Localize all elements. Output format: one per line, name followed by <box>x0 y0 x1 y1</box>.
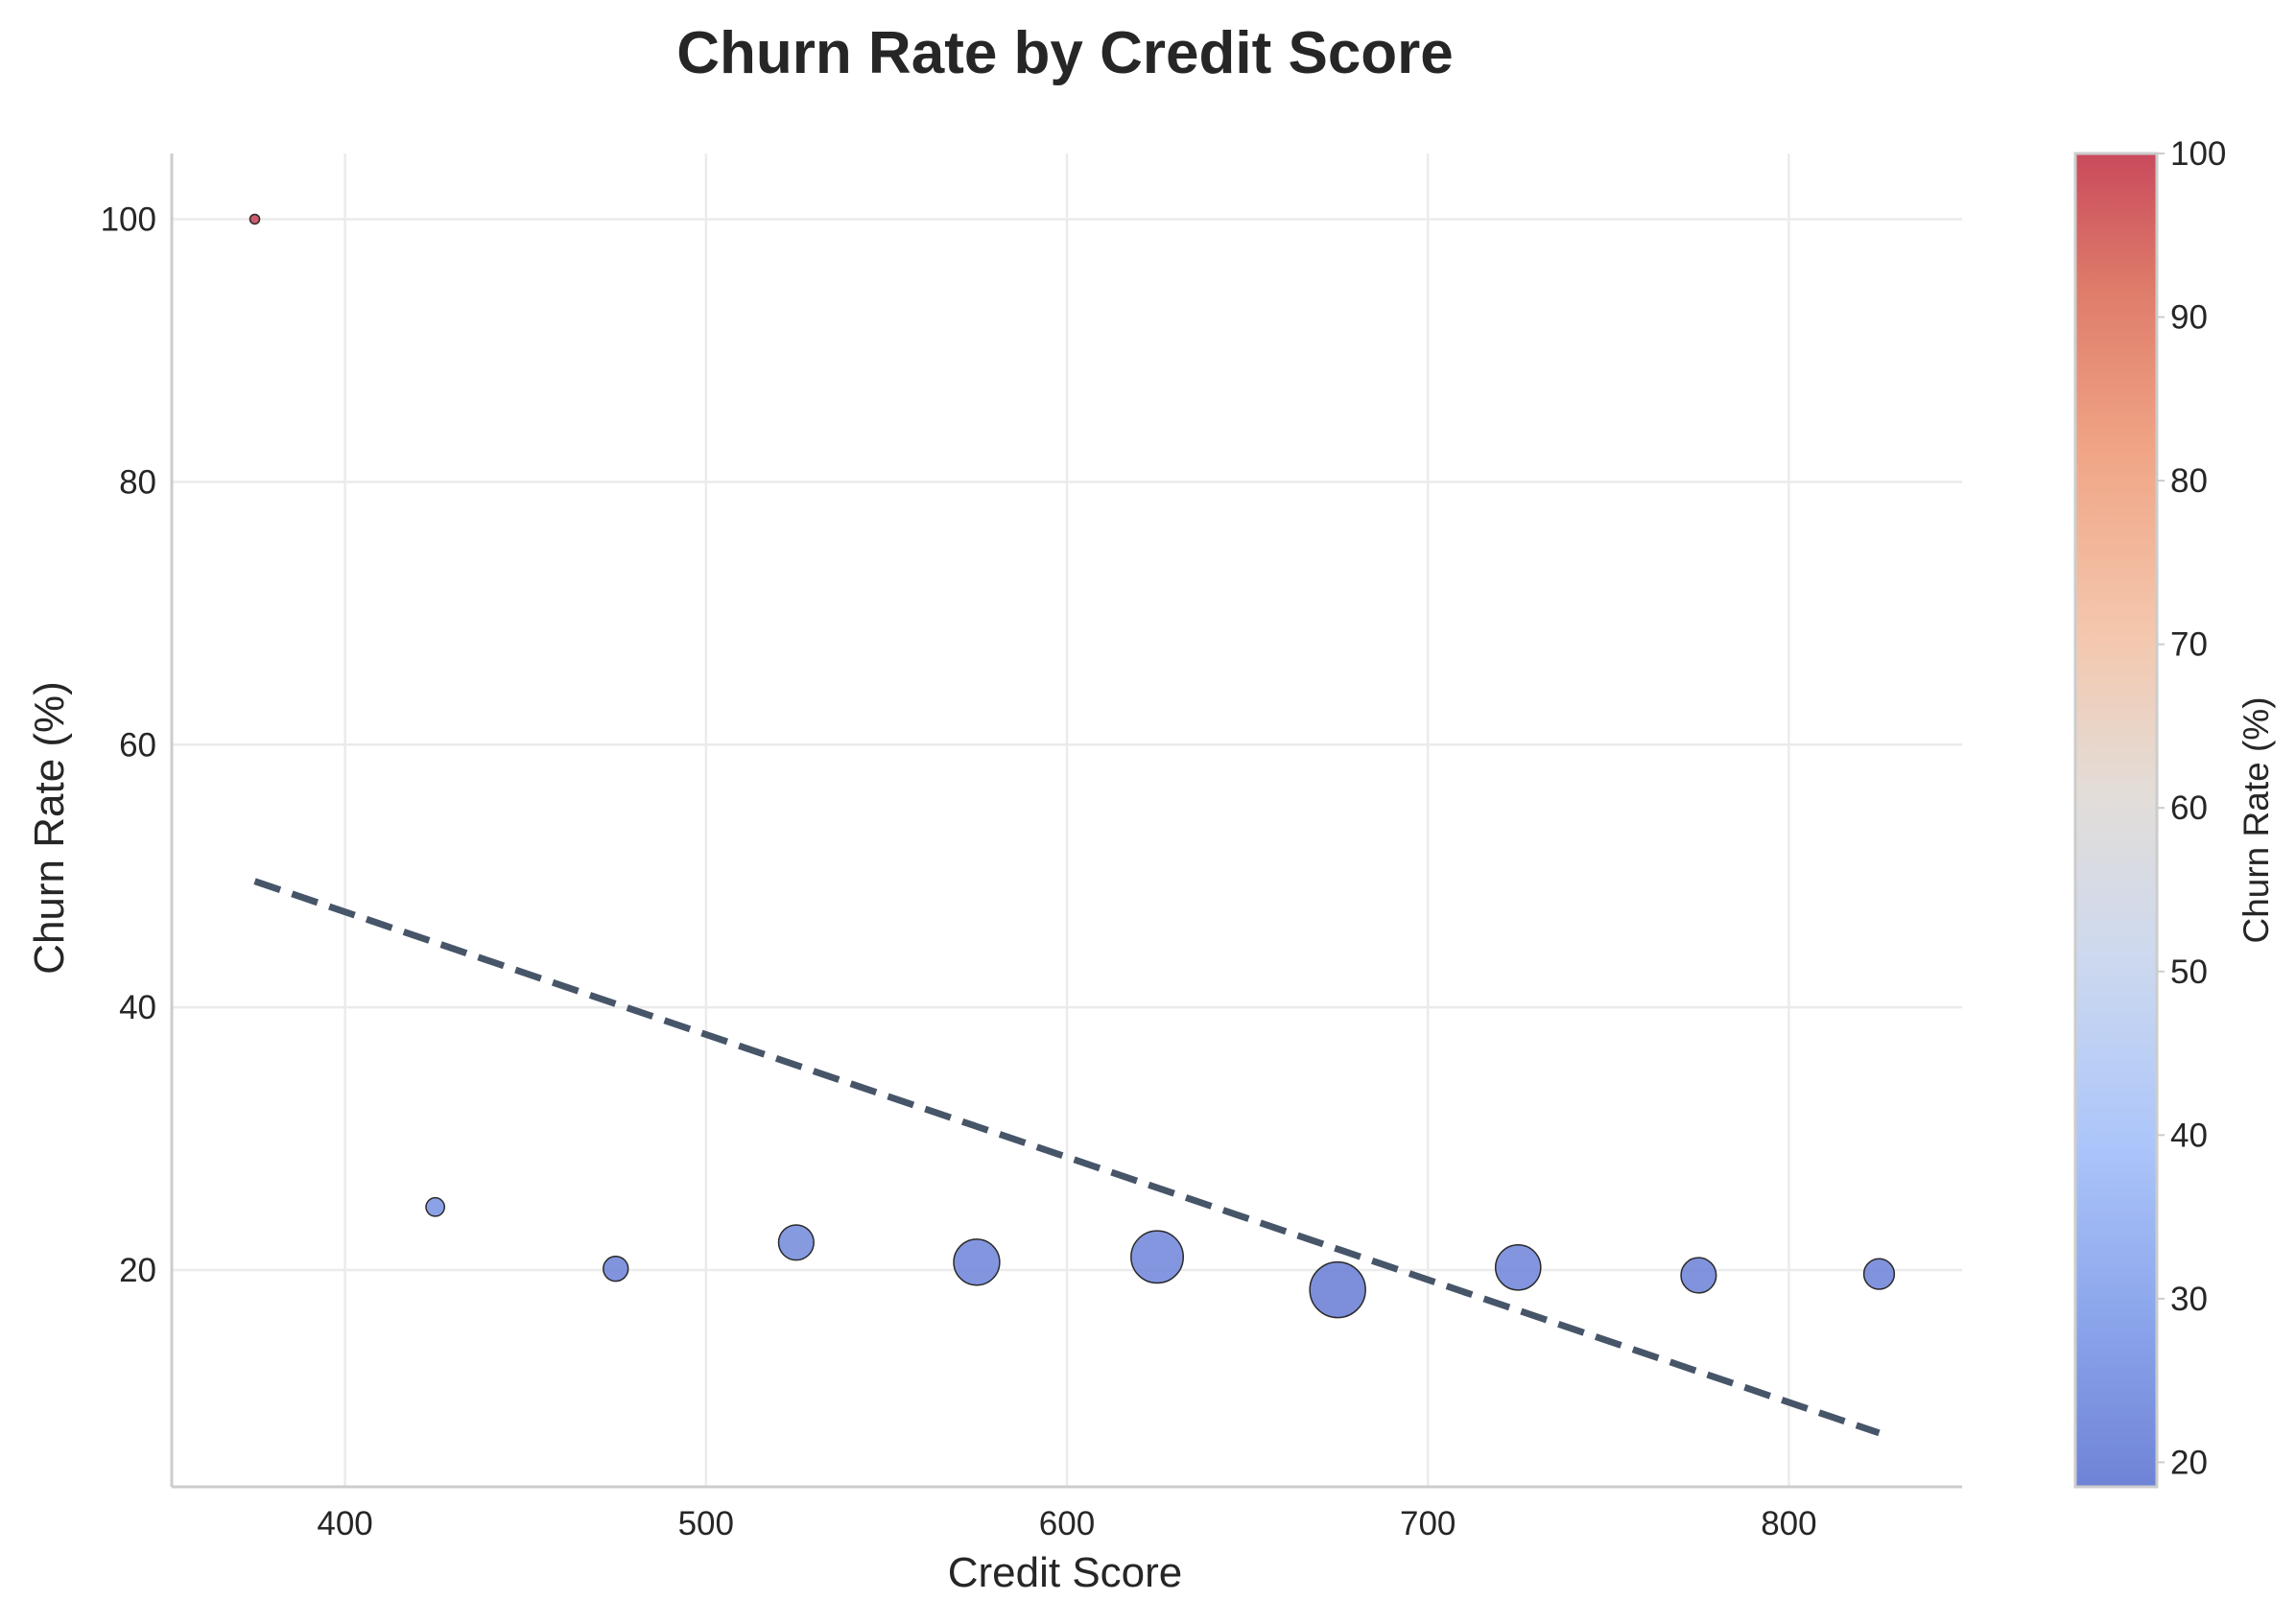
y-tick-label: 100 <box>101 200 156 238</box>
data-point <box>1309 1260 1366 1319</box>
y-tick-label: 20 <box>119 1252 156 1289</box>
data-point <box>1130 1230 1185 1284</box>
x-tick-label: 700 <box>1400 1505 1456 1542</box>
y-tick-labels: 20 40 60 80 100 <box>101 200 156 1289</box>
colorbar: 20 30 40 50 60 70 80 90 100 Churn Rate (%) <box>2073 135 2276 1489</box>
x-tick-label: 800 <box>1761 1505 1816 1542</box>
x-tick-label: 500 <box>678 1505 734 1542</box>
colorbar-tick-label: 40 <box>2170 1117 2208 1154</box>
data-point <box>603 1255 629 1283</box>
colorbar-tick-label: 80 <box>2170 462 2208 500</box>
grid-lines <box>172 153 1962 1487</box>
y-tick-label: 40 <box>119 989 156 1026</box>
colorbar-tick-label: 50 <box>2170 953 2208 991</box>
trend-line <box>253 878 1881 1437</box>
colorbar-tick-label: 100 <box>2170 135 2226 173</box>
colorbar-tick-label: 30 <box>2170 1281 2208 1318</box>
colorbar-label: Churn Rate (%) <box>2237 696 2276 943</box>
x-tick-labels: 400 500 600 700 800 <box>317 1505 1816 1542</box>
data-point <box>953 1238 1001 1286</box>
y-tick-label: 80 <box>119 463 156 501</box>
colorbar-tick-label: 70 <box>2170 626 2208 664</box>
colorbar-tick-label: 20 <box>2170 1444 2208 1481</box>
trend-line-group <box>253 878 1881 1437</box>
data-point <box>1494 1243 1542 1291</box>
colorbar-tick-label: 90 <box>2170 299 2208 337</box>
data-point <box>777 1224 815 1261</box>
y-tick-label: 60 <box>119 726 156 764</box>
axes-spines <box>170 153 1962 1489</box>
x-axis-label: Credit Score <box>948 1549 1183 1596</box>
x-tick-label: 600 <box>1039 1505 1095 1542</box>
colorbar-ticks: 20 30 40 50 60 70 80 90 100 <box>2157 135 2226 1481</box>
colorbar-gradient <box>2073 152 2159 1489</box>
y-axis-label: Churn Rate (%) <box>26 681 73 975</box>
data-points <box>249 213 1896 1319</box>
data-point <box>1862 1258 1896 1290</box>
chart-title: Churn Rate by Credit Score <box>676 20 1454 86</box>
data-point <box>249 213 261 225</box>
x-tick-label: 400 <box>317 1505 372 1542</box>
data-point <box>1680 1257 1717 1294</box>
colorbar-tick-label: 60 <box>2170 789 2208 827</box>
data-point <box>425 1196 446 1217</box>
